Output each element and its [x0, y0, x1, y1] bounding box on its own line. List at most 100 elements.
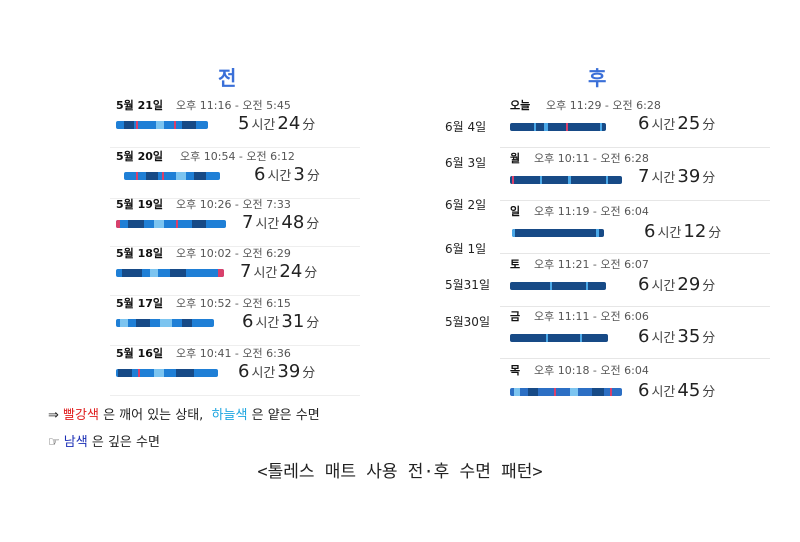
date-label: 6월 3일: [445, 156, 487, 170]
caption: <톨레스 매트 사용 전·후 수면 패턴>: [257, 462, 543, 482]
light-seg: [514, 388, 520, 396]
legend-text: 은 깨어 있는 상태,: [98, 408, 204, 423]
awake-seg: [554, 388, 556, 396]
after-entry[interactable]: 오늘 오후 11:29 - 오전 6:28 6 시간 25 分: [500, 97, 770, 148]
awake-seg: [138, 369, 140, 377]
duration: 6 시간 25 分: [638, 113, 716, 134]
light-seg: [586, 282, 588, 290]
awake-seg: [136, 172, 138, 180]
entry-day: 토: [510, 258, 521, 271]
legend-light: 하늘색: [211, 408, 248, 423]
deep-seg: [124, 121, 134, 129]
deep-seg: [122, 269, 142, 277]
legend-deep: 남색: [63, 435, 88, 450]
after-entry[interactable]: 토 오후 11:21 - 오전 6:07 6 시간 29 分: [500, 256, 770, 307]
after-entry[interactable]: 금 오후 11:11 - 오전 6:06 6 시간 35 分: [500, 308, 770, 359]
light-seg: [512, 229, 515, 237]
awake-seg: [512, 176, 514, 184]
duration: 5 시간 24 分: [238, 113, 316, 134]
before-entry[interactable]: 5월 21일 오후 11:16 - 오전 5:45 5 시간 24 分: [110, 97, 360, 148]
title-after: 후: [588, 66, 607, 90]
entry-range: 오후 10:18 - 오전 6:04: [534, 364, 649, 377]
entry-range: 오후 11:16 - 오전 5:45: [176, 99, 291, 112]
deep-seg: [170, 269, 186, 277]
entry-day: 5월 16일: [116, 347, 164, 360]
date-label: 6월 1일: [445, 242, 487, 256]
duration: 7 시간 48 分: [242, 212, 320, 233]
awake-seg: [218, 269, 224, 277]
before-entry[interactable]: 5월 17일 오후 10:52 - 오전 6:15 6 시간 31 分: [110, 295, 360, 346]
before-entry[interactable]: 5월 20일 오후 10:54 - 오전 6:12 6 시간 3 分: [110, 148, 360, 199]
awake-seg: [566, 123, 568, 131]
duration: 7 시간 24 分: [240, 261, 318, 282]
duration: 6 시간 29 分: [638, 274, 716, 295]
entry-range: 오후 10:11 - 오전 6:28: [534, 152, 649, 165]
awake-seg: [610, 388, 612, 396]
light-seg: [568, 176, 571, 184]
entry-range: 오후 10:52 - 오전 6:15: [176, 297, 291, 310]
awake-seg: [136, 121, 138, 129]
before-entry[interactable]: 5월 16일 오후 10:41 - 오전 6:36 6 시간 39 分: [110, 345, 360, 396]
light-seg: [580, 334, 582, 342]
sleep-bar: [510, 388, 622, 396]
deep-seg: [136, 319, 150, 327]
after-entry[interactable]: 월 오후 10:11 - 오전 6:28 7 시간 39 分: [500, 150, 770, 201]
pointing-hand-icon: ☞: [48, 435, 60, 450]
sleep-bar: [116, 220, 226, 228]
light-seg: [154, 220, 164, 228]
sleep-bar: [510, 176, 622, 184]
date-label: 5월30일: [445, 315, 490, 329]
light-seg: [156, 121, 164, 129]
deep-seg: [182, 121, 196, 129]
awake-seg: [174, 121, 176, 129]
entry-day: 목: [510, 364, 521, 377]
after-entry[interactable]: 일 오후 11:19 - 오전 6:04 6 시간 12 分: [500, 203, 770, 254]
deep-seg: [592, 388, 604, 396]
legend-awake: 빨강색: [63, 408, 99, 423]
entry-day: 오늘: [510, 99, 531, 112]
deep-seg: [128, 220, 144, 228]
entry-day: 월: [510, 152, 521, 165]
sleep-bar: [510, 282, 606, 290]
duration: 6 시간 35 分: [638, 326, 716, 347]
sleep-bar: [116, 319, 214, 327]
entry-range: 오후 10:41 - 오전 6:36: [176, 347, 291, 360]
light-seg: [160, 319, 172, 327]
date-label: 6월 2일: [445, 198, 487, 212]
entry-range: 오후 11:11 - 오전 6:06: [534, 310, 649, 323]
entry-day: 5월 21일: [116, 99, 164, 112]
deep-seg: [194, 172, 206, 180]
duration: 6 시간 39 分: [238, 361, 316, 382]
before-entry[interactable]: 5월 19일 오후 10:26 - 오전 7:33 7 시간 48 分: [110, 196, 360, 247]
light-seg: [546, 334, 548, 342]
awake-seg: [162, 172, 164, 180]
after-entry[interactable]: 목 오후 10:18 - 오전 6:04 6 시간 45 分: [500, 362, 770, 412]
deep-seg: [192, 220, 206, 228]
sleep-bar: [116, 269, 224, 277]
deep-seg: [528, 388, 538, 396]
sleep-bar: [124, 172, 220, 180]
sleep-bar: [510, 123, 606, 131]
sleep-bar: [116, 121, 208, 129]
light-seg: [154, 369, 164, 377]
sleep-bar: [510, 334, 608, 342]
light-seg: [120, 319, 128, 327]
duration: 6 시간 31 分: [242, 311, 320, 332]
entry-day: 5월 20일: [116, 150, 164, 163]
before-entry[interactable]: 5월 18일 오후 10:02 - 오전 6:29 7 시간 24 分: [110, 245, 360, 296]
legend-text: 은 얕은 수면: [247, 408, 320, 423]
duration: 6 시간 3 分: [254, 164, 320, 185]
legend-text: 은 깊은 수면: [87, 435, 160, 450]
light-seg: [596, 229, 599, 237]
light-seg: [606, 176, 608, 184]
deep-seg: [176, 369, 194, 377]
deep-seg: [146, 172, 158, 180]
light-seg: [600, 123, 602, 131]
legend-line-2: ☞ 남색 은 깊은 수면: [48, 431, 160, 450]
light-seg: [150, 269, 158, 277]
title-before: 전: [218, 66, 237, 90]
entry-range: 오후 11:29 - 오전 6:28: [546, 99, 661, 112]
duration: 7 시간 39 分: [638, 166, 716, 187]
light-seg: [550, 282, 552, 290]
entry-day: 5월 18일: [116, 247, 164, 260]
